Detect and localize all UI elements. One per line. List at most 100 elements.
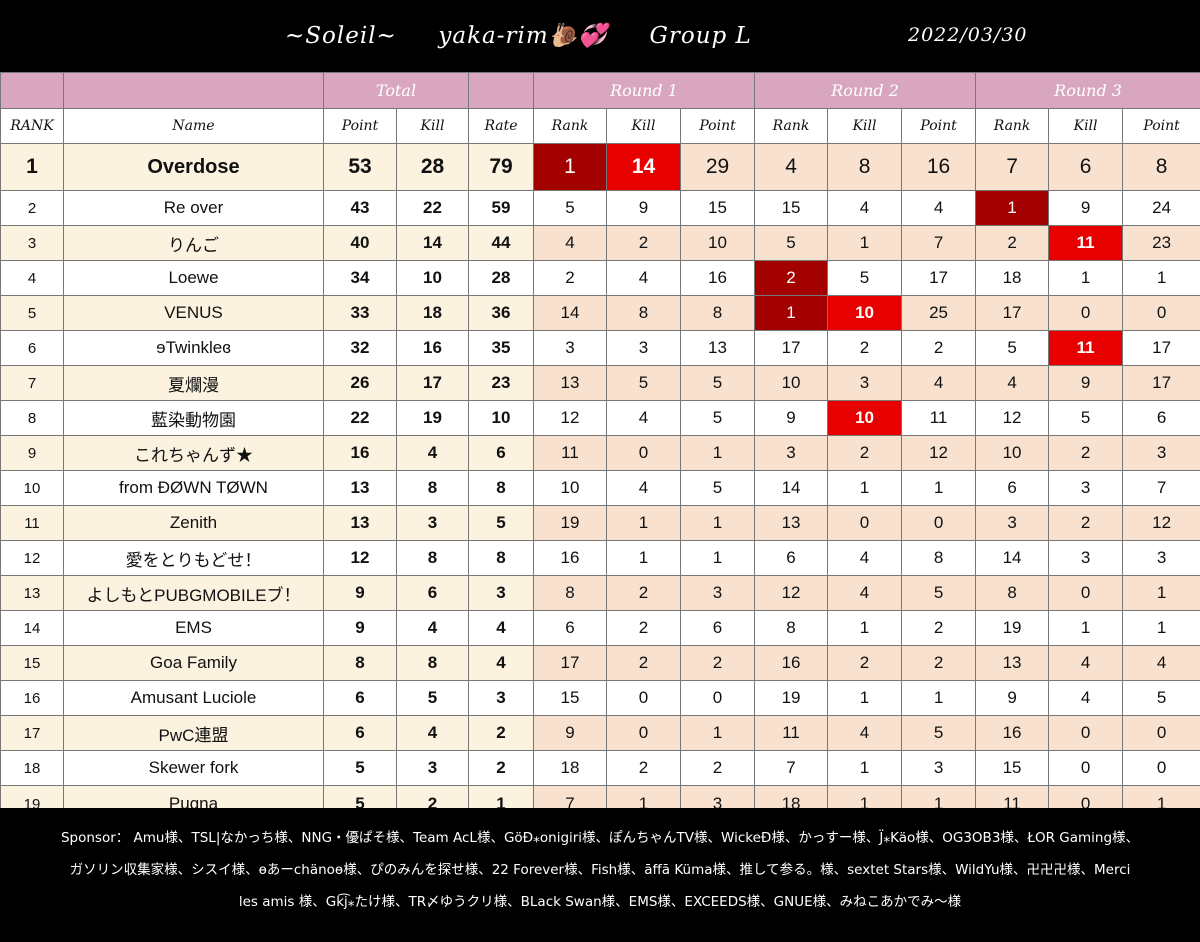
r1-rank-cell: 1 [533, 143, 607, 191]
total-kill-cell: 14 [396, 225, 469, 261]
team-name-cell: これちゃんず★ [63, 435, 324, 471]
r2-rank-cell: 10 [754, 365, 829, 401]
total-kill-cell: 8 [396, 540, 469, 576]
r3-point-cell: 6 [1122, 400, 1200, 436]
team-name-cell: Overdose [63, 143, 324, 191]
total-point-cell: 9 [323, 610, 397, 646]
r1-point-cell: 1 [679, 715, 756, 751]
r2-rank-cell: 8 [754, 610, 829, 646]
r1-kill-cell: 0 [606, 435, 681, 471]
r2-point-cell: 0 [901, 505, 977, 541]
rank-cell: 11 [0, 505, 64, 541]
r2-rank-cell: 14 [754, 470, 829, 506]
table-row: 13 よしもとPUBGMOBILEブ！ 9 6 3 8 2 3 12 4 5 8 0 1 [0, 575, 1200, 611]
rate-cell: 6 [468, 435, 534, 471]
total-kill-cell: 28 [396, 143, 469, 191]
r3-rank-cell: 13 [975, 645, 1050, 681]
r3-rank-cell: 9 [975, 680, 1050, 716]
r3-point-cell: 17 [1122, 330, 1200, 366]
table-row: 9 これちゃんず★ 16 4 6 11 0 1 3 2 12 10 2 3 [0, 435, 1200, 471]
total-kill-cell: 16 [396, 330, 469, 366]
r1-kill-cell: 8 [606, 295, 681, 331]
r3-rank-cell: 4 [975, 365, 1050, 401]
r2-point-cell: 1 [901, 680, 977, 716]
r2-kill-cell: 1 [827, 680, 903, 716]
r3-rank-cell: 16 [975, 715, 1050, 751]
r1-point-cell: 0 [679, 680, 756, 716]
r2-kill-cell: 4 [827, 715, 903, 751]
rank-cell: 18 [0, 750, 64, 786]
rank-cell: 13 [0, 575, 64, 611]
total-kill-cell: 5 [396, 680, 469, 716]
total-point-cell: 8 [323, 645, 397, 681]
r3-point-cell: 5 [1122, 680, 1200, 716]
r1-point-cell: 1 [679, 435, 756, 471]
rate-cell: 3 [468, 575, 534, 611]
r2-rank-cell: 19 [754, 680, 829, 716]
table-row: 10 from ĐØWN TØWN 13 8 8 10 4 5 14 1 1 6 3 7 [0, 470, 1200, 506]
rate-cell: 35 [468, 330, 534, 366]
rate-cell: 8 [468, 540, 534, 576]
r2-rank-cell: 13 [754, 505, 829, 541]
r1-kill-cell: 3 [606, 330, 681, 366]
r2-rank-cell: 11 [754, 715, 829, 751]
r1-point-cell: 3 [679, 575, 756, 611]
col-rank: RANK [0, 108, 64, 144]
group-round3: Round 3 [975, 72, 1200, 109]
rank-cell: 16 [0, 680, 64, 716]
column-header-row: RANK Name Point Kill Rate Rank Kill Poin… [0, 108, 1200, 144]
col-name: Name [63, 108, 324, 144]
r1-point-cell: 1 [679, 505, 756, 541]
r2-rank-cell: 12 [754, 575, 829, 611]
r3-kill-cell: 11 [1048, 330, 1124, 366]
r1-point-cell: 13 [679, 330, 756, 366]
total-point-cell: 5 [323, 750, 397, 786]
r3-point-cell: 1 [1122, 610, 1200, 646]
team-name-cell: Re over [63, 190, 324, 226]
r3-point-cell: 24 [1122, 190, 1200, 226]
r1-kill-cell: 1 [606, 505, 681, 541]
total-point-cell: 34 [323, 260, 397, 296]
rank-cell: 15 [0, 645, 64, 681]
r3-point-cell: 7 [1122, 470, 1200, 506]
r1-rank-cell: 17 [533, 645, 607, 681]
total-kill-cell: 3 [396, 505, 469, 541]
team-name-cell: Zenith [63, 505, 324, 541]
total-kill-cell: 4 [396, 435, 469, 471]
r3-kill-cell: 1 [1048, 610, 1124, 646]
total-kill-cell: 17 [396, 365, 469, 401]
table-row: 15 Goa Family 8 8 4 17 2 2 16 2 2 13 4 4 [0, 645, 1200, 681]
group-total: Total [323, 72, 469, 109]
r1-point-cell: 16 [679, 260, 756, 296]
team-name-cell: VENUS [63, 295, 324, 331]
r3-rank-cell: 6 [975, 470, 1050, 506]
r1-rank-cell: 15 [533, 680, 607, 716]
r1-point-cell: 8 [679, 295, 756, 331]
team-name-cell: Loewe [63, 260, 324, 296]
total-kill-cell: 4 [396, 715, 469, 751]
r3-rank-cell: 1 [975, 190, 1050, 226]
col-r2-rank: Rank [754, 108, 829, 144]
r2-kill-cell: 2 [827, 435, 903, 471]
r1-point-cell: 5 [679, 470, 756, 506]
r1-point-cell: 29 [679, 143, 756, 191]
team-name-cell: Goa Family [63, 645, 324, 681]
rate-cell: 36 [468, 295, 534, 331]
rank-cell: 7 [0, 365, 64, 401]
team-name-cell: Skewer fork [63, 750, 324, 786]
rank-cell: 8 [0, 400, 64, 436]
rate-cell: 3 [468, 680, 534, 716]
r3-kill-cell: 0 [1048, 295, 1124, 331]
rate-cell: 8 [468, 470, 534, 506]
table-row: 17 PwC連盟 6 4 2 9 0 1 11 4 5 16 0 0 [0, 715, 1200, 751]
col-r2-kill: Kill [827, 108, 903, 144]
table-row: 8 藍染動物園 22 19 10 12 4 5 9 10 11 12 5 6 [0, 400, 1200, 436]
r3-point-cell: 1 [1122, 575, 1200, 611]
r2-rank-cell: 7 [754, 750, 829, 786]
r2-rank-cell: 5 [754, 225, 829, 261]
total-point-cell: 22 [323, 400, 397, 436]
col-r3-point: Point [1122, 108, 1200, 144]
r3-rank-cell: 10 [975, 435, 1050, 471]
total-kill-cell: 4 [396, 610, 469, 646]
r1-rank-cell: 8 [533, 575, 607, 611]
